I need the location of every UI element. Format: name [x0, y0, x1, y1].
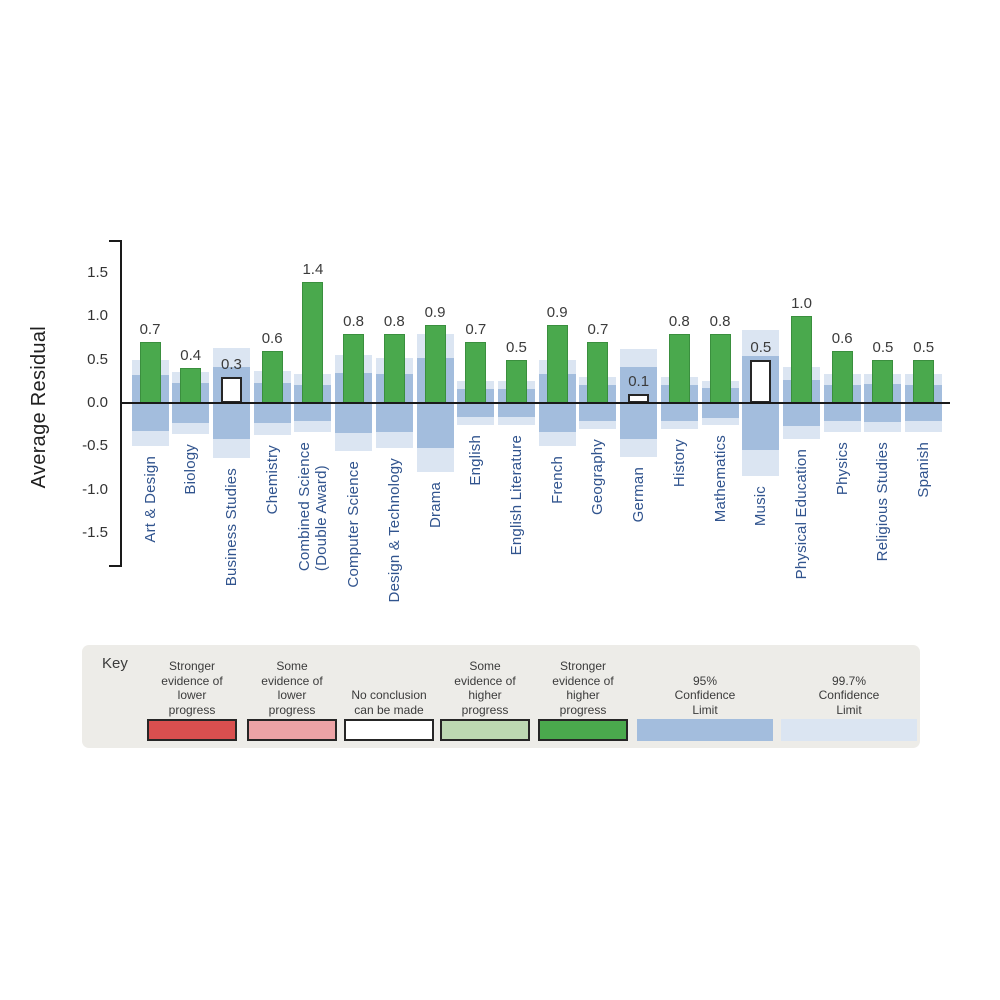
subject-label: Physical Education — [793, 449, 811, 580]
subject-label: French — [548, 456, 566, 505]
bar-value-label: 0.4 — [180, 347, 202, 365]
subject-bar — [505, 359, 527, 403]
key-item: Stronger evidence of higher progress — [508, 645, 658, 748]
subject-bar — [180, 368, 202, 403]
subject-bar — [424, 324, 446, 403]
key-item-label: No conclusion can be made — [351, 688, 427, 717]
subject-label: Mathematics — [711, 434, 729, 522]
bar-value-label: 0.8 — [343, 312, 365, 330]
subject-label: Drama — [426, 482, 444, 529]
key-item: 95% Confidence Limit — [630, 645, 780, 748]
bar-value-label: 0.7 — [465, 321, 487, 339]
key-swatch-some_higher — [440, 719, 530, 741]
subject-label: English — [467, 434, 485, 486]
bar-value-label: 0.7 — [587, 321, 609, 339]
key-swatch-ci997 — [781, 719, 917, 741]
key-item-label: 99.7% Confidence Limit — [818, 673, 880, 717]
subject-bar — [465, 342, 487, 403]
subject-bar — [546, 324, 568, 403]
key-swatch-strong_lower — [147, 719, 237, 741]
subject-label: Business Studies — [222, 467, 240, 586]
key-swatch-no_conclusion — [344, 719, 434, 741]
tick-label: -1.5 — [82, 524, 108, 542]
tick-label: 1.5 — [87, 263, 108, 281]
plot-area: Average Residual 1.5 1.0 0.5 0.0 -0.5 -1.0 -1.… — [28, 240, 950, 603]
bar-value-label: 0.5 — [506, 338, 527, 356]
zero-baseline — [120, 402, 950, 404]
bar-value-label: 0.5 — [872, 338, 894, 356]
bar-value-label: 0.7 — [139, 321, 161, 339]
subject-label: Combined Science (Double Award) — [295, 441, 330, 571]
subject-bar — [261, 350, 283, 403]
subject-bar — [668, 333, 690, 403]
key-item: No conclusion can be made — [314, 645, 464, 748]
tick-label: -1.0 — [82, 480, 108, 498]
key-item: Some evidence of higher progress — [410, 645, 560, 748]
bar-value-label: 0.6 — [261, 329, 283, 347]
subject-label: Biology — [182, 444, 200, 495]
subject-bar — [750, 359, 772, 403]
subject-bar — [791, 316, 813, 403]
key-item-label: Some evidence of higher progress — [454, 659, 516, 717]
key-title: Key — [102, 655, 128, 672]
subject-label: Art & Design — [141, 456, 159, 543]
key-swatch-strong_higher — [538, 719, 628, 741]
tick-label: -0.5 — [82, 437, 108, 455]
bar-value-label: 0.1 — [628, 373, 650, 391]
bar-value-label: 0.9 — [424, 303, 446, 321]
key-swatch-ci95 — [637, 719, 773, 741]
subject-label: German — [630, 466, 648, 523]
subject-label: Chemistry — [263, 445, 281, 515]
subject-bar — [831, 350, 853, 403]
subject-label: Design & Technology — [385, 458, 403, 603]
bar-value-label: 1.0 — [791, 295, 812, 313]
bar-value-label: 0.8 — [383, 312, 405, 330]
bar-value-label: 0.5 — [750, 338, 772, 356]
y-axis-top-cap — [109, 240, 122, 242]
subject-label: Physics — [833, 441, 851, 495]
subject-bar — [872, 359, 894, 403]
bar-value-label: 0.6 — [831, 329, 853, 347]
subject-label: Geography — [589, 439, 607, 516]
subject-label: Religious Studies — [874, 442, 892, 562]
key-item: Stronger evidence of lower progress — [117, 645, 267, 748]
bar-value-label: 0.9 — [546, 303, 568, 321]
y-axis-title: Average Residual — [28, 326, 50, 489]
tick-label: 1.0 — [87, 307, 108, 325]
key-item-label: Stronger evidence of higher progress — [552, 659, 614, 717]
subject-bar — [343, 333, 365, 403]
subject-bar — [913, 359, 935, 403]
subject-bar — [587, 342, 609, 403]
key-item-label: 95% Confidence Limit — [674, 673, 736, 717]
subject-bar — [302, 281, 324, 403]
key-panel: Key Stronger evidence of lower progress Some… — [82, 645, 920, 748]
bar-value-label: 0.5 — [913, 338, 935, 356]
subject-label: Music — [752, 485, 770, 526]
bar-value-label: 1.4 — [302, 260, 324, 278]
key-item: Some evidence of lower progress — [217, 645, 367, 748]
bar-value-label: 0.3 — [221, 355, 242, 373]
subject-bar — [220, 376, 242, 403]
subject-label: English Literature — [507, 434, 525, 556]
key-item-label: Some evidence of lower progress — [261, 659, 323, 717]
y-axis-bottom-cap — [109, 565, 122, 567]
key-item-label: Stronger evidence of lower progress — [161, 659, 223, 717]
subject-label: Spanish — [915, 441, 933, 498]
key-item: 99.7% Confidence Limit — [774, 645, 924, 748]
tick-label: 0.0 — [87, 394, 108, 411]
subject-bar — [383, 333, 405, 403]
subject-bar — [709, 333, 731, 403]
bar-value-label: 0.8 — [668, 312, 690, 330]
subject-label: Computer Science — [345, 460, 363, 588]
subject-bar — [139, 342, 161, 403]
bar-value-label: 0.8 — [709, 312, 731, 330]
tick-label: 0.5 — [87, 350, 108, 368]
key-swatch-some_lower — [247, 719, 337, 741]
subject-label: History — [670, 439, 688, 488]
